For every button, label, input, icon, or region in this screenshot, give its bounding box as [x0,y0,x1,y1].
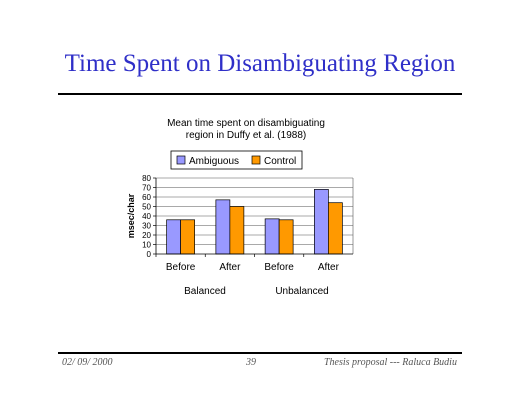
chart-title-line-2: region in Duffy et al. (1988) [186,130,306,141]
bar-control [278,219,294,255]
x-tick-label: After [219,262,241,273]
group-label-balanced: Balanced [184,286,226,297]
chart-title-line-1: Mean time spent on disambiguating [167,118,325,129]
legend-label-ambiguous: Ambiguous [189,156,239,167]
legend-swatch-ambiguous [176,155,186,165]
bar-ambiguous [215,199,231,255]
slide-title: Time Spent on Disambiguating Region [64,50,456,77]
bar-control [180,219,195,255]
footer-divider [58,352,462,354]
footer-author: Thesis proposal --- Raluca Budiu [324,357,457,368]
y-tick-label: 80 [142,174,151,183]
bar-ambiguous [264,218,280,255]
title-divider [58,93,462,95]
legend-frame [170,150,303,170]
footer-page-number: 39 [246,357,256,368]
bar-chart: Mean time spent on disambiguating region… [126,118,354,297]
x-tick-label: Before [166,262,196,273]
group-label-unbalanced: Unbalanced [275,286,328,297]
y-tick-label: 60 [142,193,151,202]
bar-ambiguous [166,219,181,255]
y-tick-label: 50 [142,203,151,212]
legend-label-control: Control [264,156,296,167]
footer-date: 02/ 09/ 2000 [62,357,113,368]
y-axis-label: msec/char [126,193,136,238]
bar-control [229,206,245,255]
y-tick-label: 20 [142,231,151,240]
bar-ambiguous [314,189,329,255]
y-tick-label: 30 [142,222,151,231]
x-tick-label: Before [264,262,294,273]
y-tick-label: 0 [147,250,152,259]
legend: Ambiguous Control [170,150,303,170]
legend-swatch-control [251,155,261,165]
bar-control [328,202,343,255]
x-tick-label: After [318,262,340,273]
y-tick-label: 70 [142,184,151,193]
y-tick-label: 40 [142,212,151,221]
y-tick-label: 10 [142,241,151,250]
